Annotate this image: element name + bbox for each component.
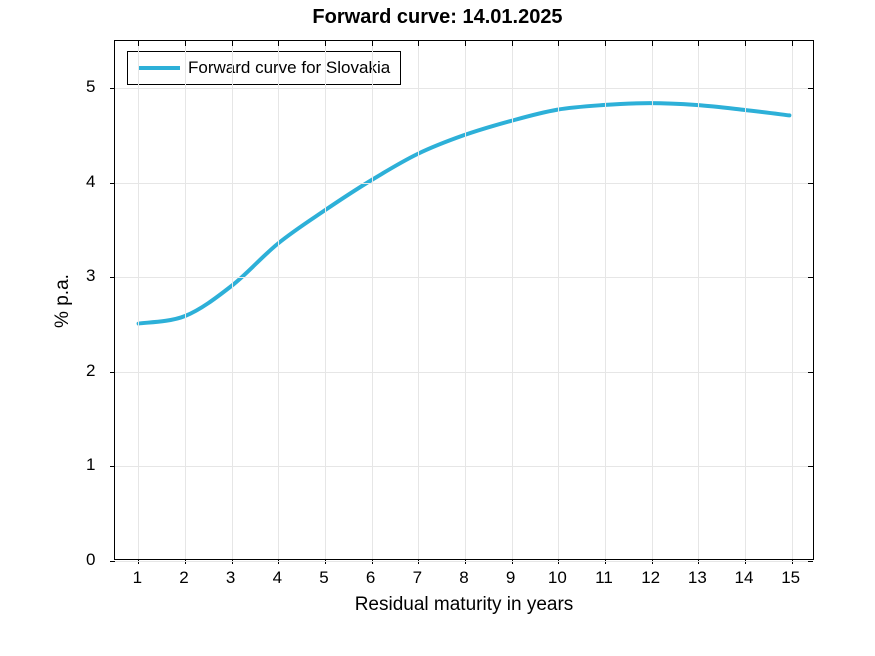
chart-container: Forward curve: 14.01.2025 Forward curve …	[0, 0, 875, 656]
x-tick	[605, 41, 606, 46]
y-tick-label: 0	[86, 550, 95, 570]
x-tick-label: 14	[735, 568, 754, 588]
y-tick	[110, 561, 115, 562]
grid-line-v	[652, 41, 653, 559]
x-tick	[698, 41, 699, 46]
x-tick-label: 12	[641, 568, 660, 588]
y-tick-label: 4	[86, 172, 95, 192]
grid-line-h	[115, 561, 813, 562]
x-tick	[745, 41, 746, 46]
x-tick-label: 4	[273, 568, 282, 588]
x-tick	[792, 41, 793, 46]
x-tick-label: 9	[506, 568, 515, 588]
grid-line-v	[605, 41, 606, 559]
grid-line-v	[138, 41, 139, 559]
grid-line-v	[512, 41, 513, 559]
x-tick-label: 8	[459, 568, 468, 588]
x-tick-label: 1	[133, 568, 142, 588]
grid-line-h	[115, 466, 813, 467]
grid-line-v	[465, 41, 466, 559]
y-tick	[110, 183, 115, 184]
y-tick	[808, 561, 813, 562]
grid-line-v	[745, 41, 746, 559]
chart-title: Forward curve: 14.01.2025	[0, 6, 875, 29]
y-tick	[110, 277, 115, 278]
grid-line-h	[115, 88, 813, 89]
y-tick-label: 5	[86, 77, 95, 97]
plot-area: Forward curve for Slovakia	[114, 40, 814, 560]
y-tick	[808, 88, 813, 89]
grid-line-v	[278, 41, 279, 559]
x-tick	[278, 41, 279, 46]
line-series	[115, 41, 813, 559]
x-tick-label: 7	[413, 568, 422, 588]
grid-line-h	[115, 183, 813, 184]
x-tick-label: 5	[319, 568, 328, 588]
y-tick	[808, 277, 813, 278]
legend-label: Forward curve for Slovakia	[188, 58, 390, 78]
x-tick-label: 15	[781, 568, 800, 588]
x-tick-label: 6	[366, 568, 375, 588]
x-tick	[232, 41, 233, 46]
grid-line-v	[418, 41, 419, 559]
grid-line-v	[558, 41, 559, 559]
y-tick	[110, 372, 115, 373]
grid-line-v	[698, 41, 699, 559]
x-tick-label: 11	[595, 568, 613, 588]
x-tick-label: 10	[548, 568, 567, 588]
y-tick-label: 2	[86, 361, 95, 381]
y-tick	[110, 466, 115, 467]
x-tick	[558, 41, 559, 46]
x-tick-label: 3	[226, 568, 235, 588]
grid-line-v	[185, 41, 186, 559]
x-tick	[138, 41, 139, 46]
grid-line-h	[115, 372, 813, 373]
x-tick	[372, 41, 373, 46]
y-tick-label: 3	[86, 266, 95, 286]
y-tick	[110, 88, 115, 89]
x-tick	[465, 41, 466, 46]
y-tick-label: 1	[86, 455, 95, 475]
x-tick	[325, 41, 326, 46]
grid-line-v	[792, 41, 793, 559]
forward-curve-line	[139, 103, 790, 323]
x-tick	[512, 41, 513, 46]
grid-line-v	[232, 41, 233, 559]
legend-box: Forward curve for Slovakia	[127, 51, 401, 85]
grid-line-h	[115, 277, 813, 278]
y-tick	[808, 183, 813, 184]
x-tick-label: 2	[179, 568, 188, 588]
x-axis-label: Residual maturity in years	[334, 594, 594, 616]
grid-line-v	[372, 41, 373, 559]
y-tick	[808, 466, 813, 467]
x-tick	[652, 41, 653, 46]
y-axis-label: % p.a.	[52, 274, 74, 328]
grid-line-v	[325, 41, 326, 559]
x-tick	[418, 41, 419, 46]
y-tick	[808, 372, 813, 373]
x-tick	[185, 41, 186, 46]
legend-line-swatch	[138, 66, 180, 70]
x-tick-label: 13	[688, 568, 707, 588]
